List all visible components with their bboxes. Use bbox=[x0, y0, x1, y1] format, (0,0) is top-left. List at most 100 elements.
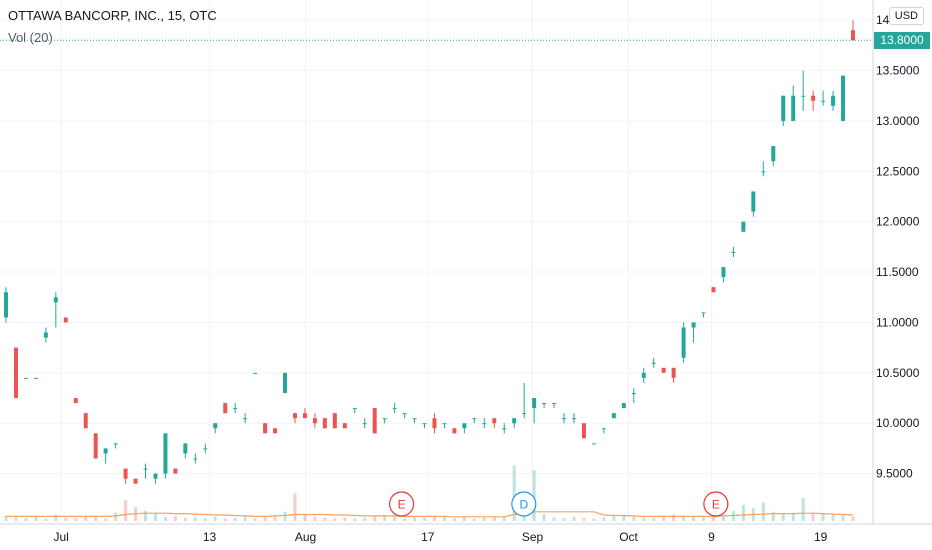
candle bbox=[781, 95, 786, 126]
candle bbox=[332, 413, 337, 429]
candle bbox=[741, 221, 746, 232]
candle-body bbox=[43, 332, 48, 338]
candle-body bbox=[322, 418, 327, 429]
candle-body bbox=[302, 413, 307, 419]
candle bbox=[13, 347, 18, 399]
candle-body bbox=[831, 95, 836, 106]
candle bbox=[223, 403, 228, 414]
dividend-marker[interactable]: D bbox=[511, 491, 537, 517]
candlestick-series bbox=[4, 20, 855, 484]
candle bbox=[452, 428, 457, 434]
candle bbox=[611, 413, 616, 419]
volume-bar bbox=[203, 518, 207, 521]
volume-bar bbox=[333, 518, 337, 521]
volume-bar bbox=[831, 514, 835, 521]
earnings-marker[interactable]: E bbox=[703, 491, 729, 517]
candle bbox=[661, 367, 666, 373]
volume-bar bbox=[64, 517, 68, 521]
candle bbox=[113, 443, 118, 449]
volume-bar bbox=[502, 516, 506, 521]
earnings-marker-circle bbox=[388, 491, 415, 517]
candle-body bbox=[502, 428, 507, 430]
candle bbox=[711, 287, 716, 293]
candle-body bbox=[741, 221, 746, 232]
volume-bar bbox=[383, 515, 387, 521]
currency-button[interactable]: USD bbox=[888, 7, 924, 25]
candle-body bbox=[143, 468, 148, 470]
candle bbox=[372, 408, 377, 434]
candle bbox=[133, 478, 138, 484]
volume-bar bbox=[393, 516, 397, 521]
candle-body bbox=[591, 443, 596, 445]
volume-bar bbox=[363, 517, 367, 521]
candle-body bbox=[771, 146, 776, 162]
volume-bar bbox=[572, 516, 576, 521]
candle-body bbox=[641, 372, 646, 378]
candle-body bbox=[631, 393, 636, 394]
volume-bar bbox=[303, 514, 307, 521]
candle-body bbox=[203, 448, 208, 450]
volume-legend[interactable]: Vol (20) bbox=[8, 30, 53, 45]
candle bbox=[4, 287, 8, 323]
volume-bars bbox=[4, 465, 855, 521]
symbol-legend[interactable]: OTTAWA BANCORP, INC., 15, OTC bbox=[8, 8, 217, 23]
candle bbox=[621, 403, 626, 409]
candle bbox=[103, 448, 108, 464]
candle-body bbox=[512, 418, 517, 424]
y-tick-label: 12.5000 bbox=[876, 164, 920, 178]
volume-bar bbox=[343, 517, 347, 521]
candle-body bbox=[791, 95, 796, 121]
candle bbox=[213, 423, 218, 434]
earnings-marker-label: E bbox=[398, 498, 406, 512]
candle bbox=[591, 443, 596, 445]
candle-body bbox=[153, 473, 158, 479]
volume-bar bbox=[124, 500, 128, 521]
earnings-marker[interactable]: E bbox=[388, 491, 415, 517]
volume-bar bbox=[532, 470, 536, 521]
candle-body bbox=[213, 423, 218, 429]
volume-bar bbox=[94, 517, 98, 521]
candle bbox=[851, 20, 855, 41]
dividend-marker-label: D bbox=[519, 498, 528, 512]
candle bbox=[601, 428, 606, 434]
volume-bar bbox=[702, 517, 706, 521]
candle-body bbox=[73, 398, 78, 404]
candle-body bbox=[233, 408, 238, 410]
candle bbox=[342, 423, 347, 429]
x-tick-label: 9 bbox=[708, 530, 715, 544]
volume-bar bbox=[4, 515, 8, 521]
candle bbox=[402, 413, 407, 419]
volume-bar bbox=[771, 511, 775, 521]
candle-body bbox=[462, 423, 467, 429]
candle-body bbox=[841, 75, 846, 121]
volume-bar bbox=[791, 512, 795, 521]
price-axis[interactable]: 14.000013.500013.000012.500012.000011.50… bbox=[876, 13, 920, 480]
candle bbox=[43, 327, 48, 343]
volume-bar bbox=[542, 514, 546, 521]
volume-bar bbox=[193, 517, 197, 521]
candle bbox=[273, 428, 278, 434]
volume-bar bbox=[452, 518, 456, 521]
candle-body bbox=[472, 418, 477, 420]
candle-body bbox=[691, 322, 696, 328]
volume-bar bbox=[373, 516, 377, 521]
candle-body bbox=[661, 367, 666, 373]
candle bbox=[412, 418, 417, 424]
volume-bar bbox=[423, 517, 427, 521]
candle-body bbox=[273, 428, 278, 434]
volume-bar bbox=[682, 515, 686, 521]
x-tick-label: 19 bbox=[814, 530, 828, 544]
candle bbox=[462, 423, 467, 434]
candle-body bbox=[821, 100, 826, 102]
candle-body bbox=[542, 403, 547, 405]
candle bbox=[193, 453, 198, 464]
candle-body bbox=[382, 418, 387, 420]
candle bbox=[811, 90, 816, 111]
candle-body bbox=[851, 30, 855, 41]
x-tick-label: Sep bbox=[522, 530, 544, 544]
candle bbox=[432, 413, 437, 434]
candle-body bbox=[23, 377, 28, 379]
candle-body bbox=[103, 448, 108, 454]
time-axis[interactable]: Jul 13 Aug 17 Sep Oct 9 19 bbox=[53, 530, 827, 544]
